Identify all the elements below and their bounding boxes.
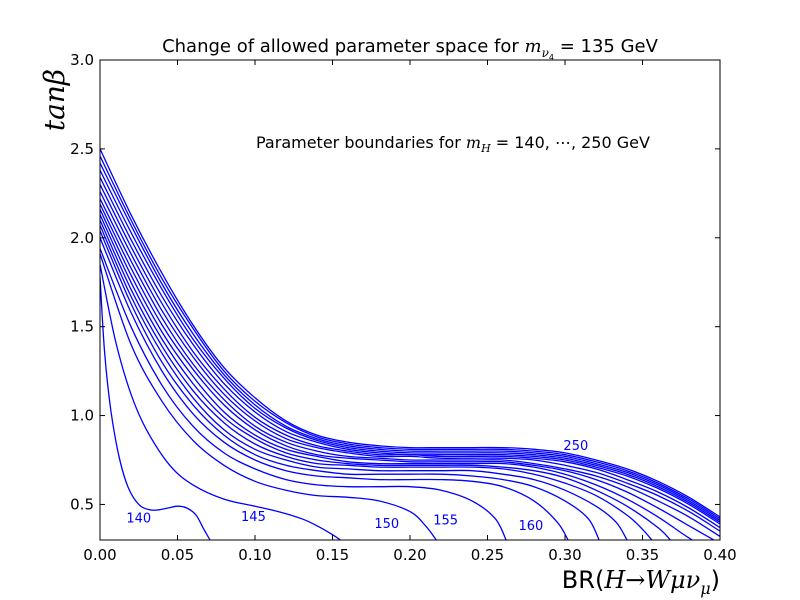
series-line-5 <box>100 237 569 540</box>
x-axis-label: BR(H→Wμνμ) <box>562 566 720 598</box>
series-line-19 <box>100 148 720 518</box>
y-tick-label: 2.0 <box>70 229 94 247</box>
series-line-3 <box>100 253 437 540</box>
series-line-16 <box>100 169 720 523</box>
series-line-2 <box>100 264 341 540</box>
curve-label-250: 250 <box>563 439 588 454</box>
series-line-11 <box>100 203 715 540</box>
series-line-8 <box>100 219 653 540</box>
series-line-15 <box>100 177 720 525</box>
y-tick-label: 2.5 <box>70 140 94 158</box>
y-tick-label: 3.0 <box>70 51 94 69</box>
series-line-6 <box>100 230 600 540</box>
y-axis-label: tanβ <box>38 69 71 131</box>
boundary-annotation: Parameter boundaries for mH = 140, ⋯, 25… <box>256 133 650 155</box>
x-tick-label: 0.10 <box>238 546 271 564</box>
x-tick-label: 0.25 <box>471 546 504 564</box>
series-line-9 <box>100 214 671 540</box>
series-lines <box>100 148 720 540</box>
series-line-12 <box>100 198 720 537</box>
x-tick-label: 0.05 <box>161 546 194 564</box>
curve-label-155: 155 <box>433 513 458 528</box>
y-tick-label: 1.5 <box>70 318 94 336</box>
curve-labels: 140 145 150 155 160 250 <box>126 439 588 534</box>
x-tick-label: 0.00 <box>83 546 116 564</box>
chart-title: Change of allowed parameter space for mν… <box>162 36 659 62</box>
series-line-10 <box>100 209 693 540</box>
y-tick-label: 0.5 <box>70 495 94 513</box>
curve-label-150: 150 <box>374 517 399 532</box>
series-line-4 <box>100 248 507 540</box>
x-tick-label: 0.15 <box>316 546 349 564</box>
axis-ticks: 0.00 0.05 0.10 0.15 0.20 0.25 0.30 0.35 0.40 0.5 1… <box>70 51 737 564</box>
curve-label-140: 140 <box>126 512 151 527</box>
curve-label-145: 145 <box>241 510 266 525</box>
x-tick-label: 0.20 <box>393 546 426 564</box>
x-tick-label: 0.35 <box>626 546 659 564</box>
series-line-18 <box>100 155 720 520</box>
y-tick-label: 1.0 <box>70 407 94 425</box>
series-line-17 <box>100 162 720 521</box>
x-tick-label: 0.40 <box>703 546 736 564</box>
series-line-1 <box>100 276 211 540</box>
x-tick-label: 0.30 <box>548 546 581 564</box>
curve-label-160: 160 <box>518 519 543 534</box>
series-line-13 <box>100 191 720 532</box>
series-line-7 <box>100 225 628 540</box>
